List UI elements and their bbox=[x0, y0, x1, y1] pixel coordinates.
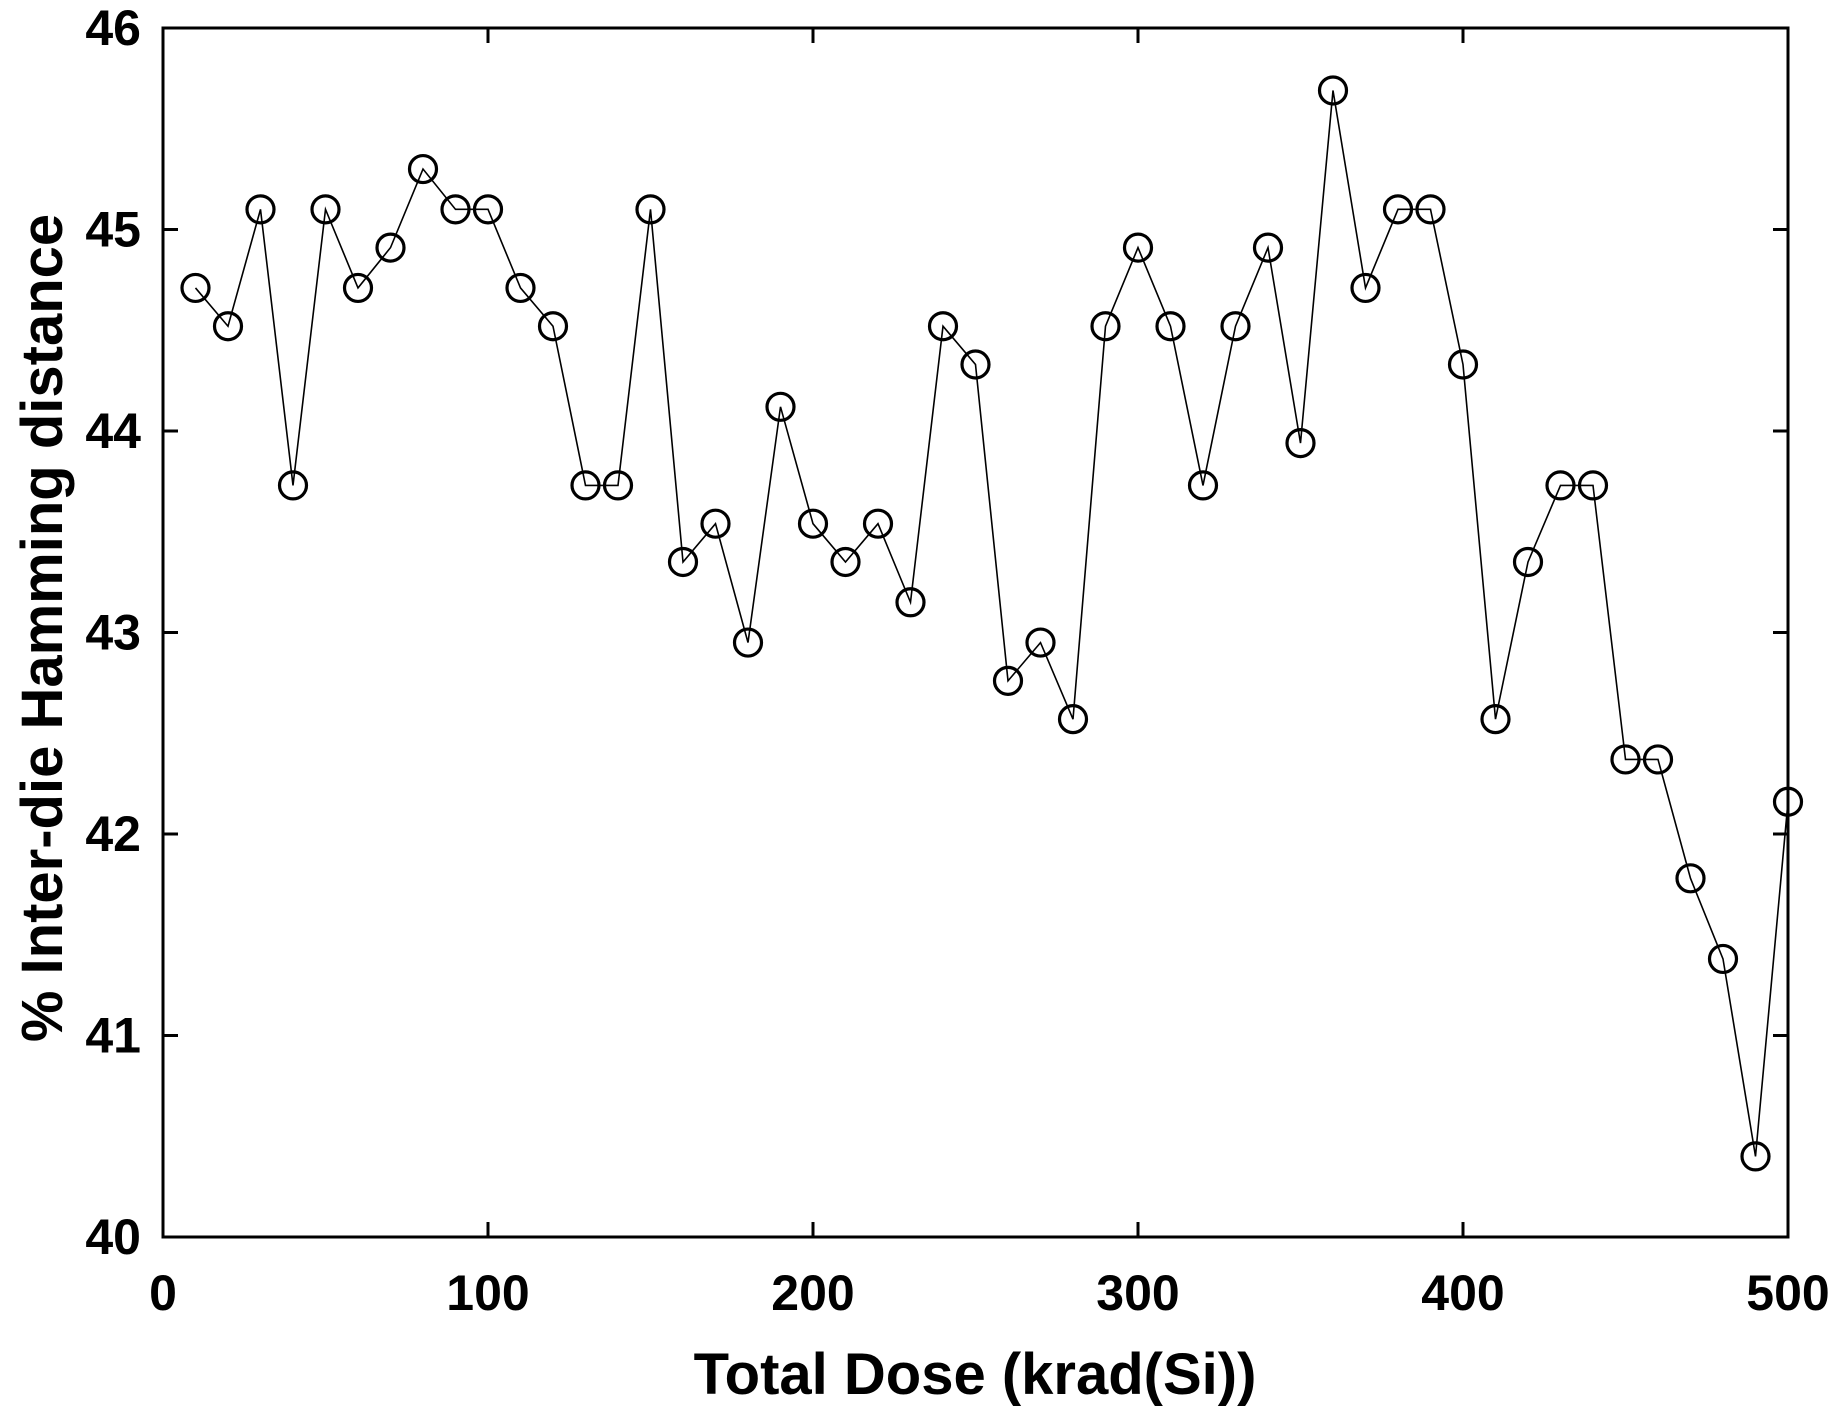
data-point-marker bbox=[1740, 1141, 1771, 1172]
data-point-marker bbox=[1577, 470, 1609, 501]
data-point-marker bbox=[310, 194, 341, 225]
data-point-marker bbox=[537, 311, 569, 342]
data-point-marker bbox=[1025, 627, 1056, 658]
data-point-marker bbox=[505, 272, 536, 304]
data-point-marker bbox=[1447, 349, 1479, 380]
data-point-marker bbox=[797, 508, 829, 539]
data-point-marker bbox=[212, 311, 244, 342]
x-tick-label: 400 bbox=[1421, 1265, 1504, 1321]
data-point-marker bbox=[1187, 470, 1219, 501]
y-tick-labels: 40 41 42 43 44 45 46 bbox=[85, 0, 141, 1265]
data-point-marker bbox=[1707, 943, 1739, 975]
data-point-marker bbox=[602, 470, 634, 501]
data-point-marker bbox=[1642, 744, 1674, 775]
data-point-marker bbox=[765, 391, 796, 422]
data-point-marker bbox=[342, 272, 374, 304]
data-point-marker bbox=[1480, 704, 1511, 735]
data-point-marker bbox=[407, 153, 439, 185]
data-point-marker bbox=[862, 508, 894, 539]
data-line bbox=[194, 90, 1789, 1157]
y-tick-label: 41 bbox=[85, 1008, 141, 1064]
data-point-marker bbox=[1415, 194, 1446, 225]
data-point-marker bbox=[1057, 704, 1089, 735]
plot-area-border bbox=[161, 26, 1790, 1239]
data-point-marker bbox=[830, 546, 861, 578]
data-point-marker bbox=[1675, 863, 1706, 894]
x-tick-label: 300 bbox=[1096, 1265, 1179, 1321]
x-tick-label: 500 bbox=[1746, 1265, 1829, 1321]
y-tick-label: 42 bbox=[85, 806, 141, 862]
x-tick-label: 100 bbox=[446, 1265, 529, 1321]
data-point-marker bbox=[277, 470, 309, 501]
x-axis-label: Total Dose (krad(Si)) bbox=[694, 1342, 1257, 1407]
data-point-marker bbox=[732, 627, 764, 658]
x-tick-labels: 0 100 200 300 400 500 bbox=[149, 1265, 1830, 1321]
y-tick-label: 44 bbox=[85, 403, 141, 459]
data-point-marker bbox=[1350, 272, 1381, 304]
data-point-marker bbox=[895, 587, 926, 618]
data-point-marker bbox=[1610, 744, 1641, 775]
y-axis-label: % Inter-die Hamming distance bbox=[10, 214, 75, 1042]
data-point-marker bbox=[1382, 194, 1414, 225]
data-series bbox=[180, 75, 1804, 1172]
data-point-marker bbox=[472, 194, 504, 225]
data-point-marker bbox=[1252, 232, 1284, 263]
data-point-marker bbox=[927, 311, 959, 342]
data-point-marker bbox=[1545, 470, 1576, 501]
data-point-marker bbox=[1317, 75, 1349, 106]
data-point-marker bbox=[992, 665, 1024, 696]
data-point-marker bbox=[180, 272, 211, 304]
data-point-marker bbox=[1122, 232, 1154, 263]
data-point-marker bbox=[1220, 311, 1251, 342]
x-tick-label: 200 bbox=[771, 1265, 854, 1321]
y-tick-label: 43 bbox=[85, 605, 141, 661]
x-tick-label: 0 bbox=[149, 1265, 177, 1321]
data-point-marker bbox=[1512, 546, 1544, 578]
data-point-marker bbox=[635, 194, 666, 225]
data-point-marker bbox=[375, 232, 406, 263]
y-tick-label: 46 bbox=[85, 0, 141, 56]
data-point-marker bbox=[1090, 311, 1121, 342]
data-point-marker bbox=[570, 470, 601, 501]
data-point-marker bbox=[245, 194, 276, 225]
y-tick-label: 45 bbox=[85, 202, 141, 258]
data-point-marker bbox=[667, 546, 699, 578]
data-point-marker bbox=[440, 194, 471, 225]
y-tick-label: 40 bbox=[85, 1209, 141, 1265]
data-point-marker bbox=[1155, 311, 1186, 342]
data-point-marker bbox=[700, 508, 731, 539]
data-point-marker bbox=[1285, 427, 1316, 459]
data-point-marker bbox=[960, 349, 991, 380]
